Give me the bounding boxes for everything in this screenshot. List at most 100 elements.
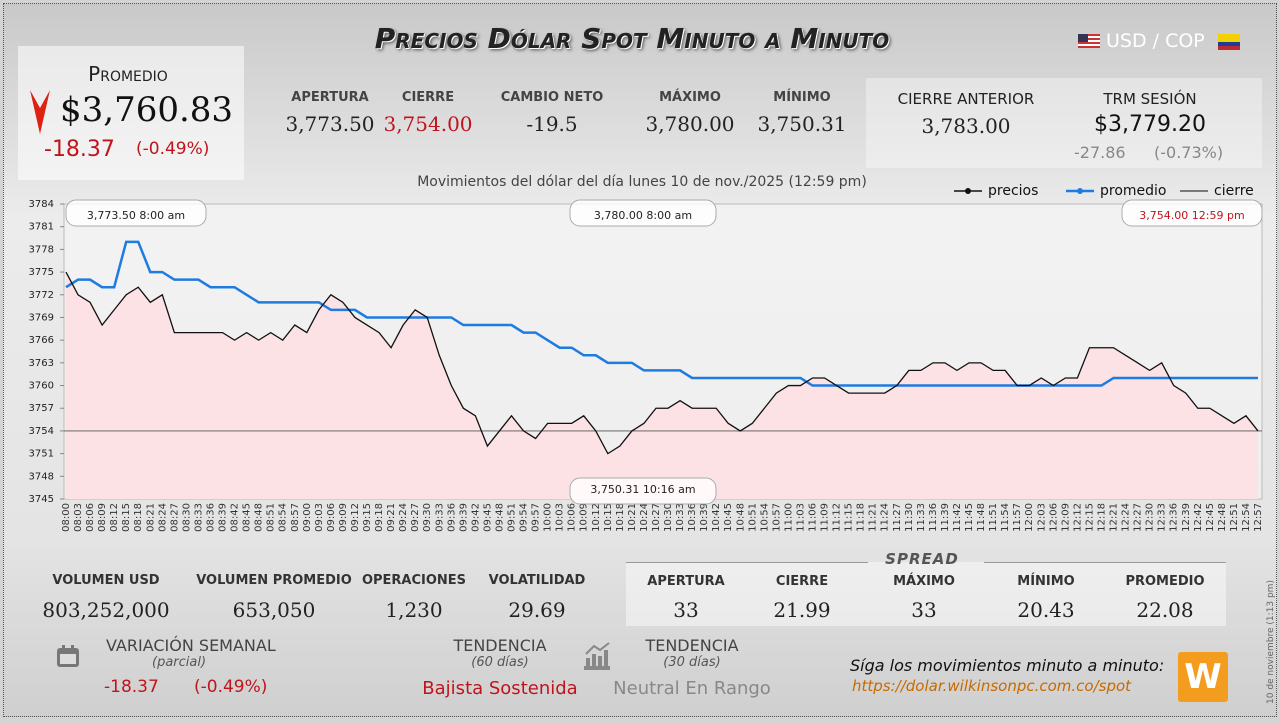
x-tick-label: 08:36 xyxy=(205,503,216,532)
x-tick-label: 09:51 xyxy=(506,503,517,532)
x-tick-label: 10:21 xyxy=(627,503,638,532)
x-tick-label: 10:33 xyxy=(675,503,686,532)
annotation-box xyxy=(65,199,207,227)
prev-value: 3,783.00 xyxy=(921,114,1010,138)
spread-label: CIERRE xyxy=(775,574,829,589)
follow-url[interactable]: https://dolar.wilkinsonpc.com.co/spot xyxy=(852,677,1132,695)
x-tick-label: 08:30 xyxy=(181,503,192,532)
x-tick-label: 12:15 xyxy=(1084,503,1095,532)
x-tick-label: 10:09 xyxy=(579,503,590,532)
promedio-percent: (-0.49%) xyxy=(136,139,210,159)
x-tick-label: 10:15 xyxy=(603,503,614,532)
prev-label: CIERRE ANTERIOR xyxy=(897,90,1035,108)
x-tick-label: 09:09 xyxy=(338,503,349,532)
prev-box xyxy=(866,78,1262,168)
x-tick-label: 08:54 xyxy=(278,503,289,532)
logo[interactable]: W xyxy=(1178,652,1228,702)
x-tick-label: 11:09 xyxy=(820,503,831,532)
stat-label: CIERRE xyxy=(401,90,455,105)
x-tick-label: 11:45 xyxy=(964,503,975,532)
y-tick-label: 3775 xyxy=(29,267,54,278)
stat-value: 3,773.50 xyxy=(285,112,375,136)
dashboard: Precios Dólar Spot Minuto a Minuto USD /… xyxy=(3,3,1277,717)
x-tick-label: 10:42 xyxy=(711,503,722,532)
price-area xyxy=(66,272,1258,499)
trend-note: (30 días) xyxy=(663,655,721,670)
x-tick-label: 08:15 xyxy=(121,503,132,532)
volume-value: 29.69 xyxy=(508,598,566,622)
x-tick-label: 08:48 xyxy=(254,503,265,532)
y-tick-label: 3748 xyxy=(29,471,54,482)
x-tick-label: 12:27 xyxy=(1133,503,1144,532)
x-tick-label: 09:42 xyxy=(470,503,481,532)
volume-value: 803,252,000 xyxy=(42,598,170,622)
annotation: 3,754.00 12:59 pm xyxy=(1139,209,1244,222)
y-tick-label: 3784 xyxy=(29,199,54,210)
trend-label: TENDENCIA xyxy=(645,636,739,655)
x-tick-label: 10:39 xyxy=(699,503,710,532)
trm-change: -27.86 xyxy=(1074,143,1126,162)
x-tick-label: 10:00 xyxy=(543,503,554,532)
x-tick-label: 12:30 xyxy=(1145,503,1156,532)
x-tick-label: 10:54 xyxy=(759,503,770,532)
x-tick-label: 09:06 xyxy=(326,503,337,532)
x-tick-label: 09:03 xyxy=(314,503,325,532)
x-tick-label: 12:42 xyxy=(1193,503,1204,532)
x-tick-label: 09:39 xyxy=(458,503,469,532)
y-tick-label: 3763 xyxy=(29,358,54,369)
title: Precios Dólar Spot Minuto a Minuto xyxy=(374,22,890,55)
x-tick-label: 11:30 xyxy=(904,503,915,532)
annotation: 3,773.50 8:00 am xyxy=(87,209,185,222)
weekly-label: VARIACIÓN SEMANAL xyxy=(106,636,276,655)
x-tick-label: 10:45 xyxy=(723,503,734,532)
x-tick-label: 10:24 xyxy=(639,503,650,532)
x-tick-label: 08:00 xyxy=(61,503,72,532)
x-tick-label: 12:12 xyxy=(1072,503,1083,532)
x-tick-label: 12:39 xyxy=(1181,503,1192,532)
spread-value: 21.99 xyxy=(773,598,831,622)
spread-rule xyxy=(626,562,868,563)
spread-value: 20.43 xyxy=(1017,598,1075,622)
x-tick-label: 11:03 xyxy=(795,503,806,532)
x-tick-label: 11:12 xyxy=(832,503,843,532)
annotation-box xyxy=(1121,199,1263,227)
x-tick-label: 12:00 xyxy=(1024,503,1035,532)
x-tick-label: 10:18 xyxy=(615,503,626,532)
spread-rule xyxy=(984,562,1226,563)
annotation-box xyxy=(569,199,717,227)
x-tick-label: 12:06 xyxy=(1048,503,1059,532)
down-arrow xyxy=(30,90,50,134)
trend-value: Neutral En Rango xyxy=(613,678,771,699)
x-tick-label: 10:30 xyxy=(663,503,674,532)
trm-value: $3,779.20 xyxy=(1094,112,1206,137)
x-tick-label: 09:57 xyxy=(531,503,542,532)
x-tick-label: 12:54 xyxy=(1241,503,1252,532)
legend-dot xyxy=(1077,188,1083,194)
x-tick-label: 11:21 xyxy=(868,503,879,532)
x-tick-label: 09:21 xyxy=(386,503,397,532)
x-tick-label: 11:27 xyxy=(892,503,903,532)
x-tick-label: 10:27 xyxy=(651,503,662,532)
x-tick-label: 11:24 xyxy=(880,503,891,532)
follow-text: Síga los movimientos minuto a minuto: xyxy=(850,656,1165,675)
volume-value: 1,230 xyxy=(385,598,443,622)
y-tick-label: 3778 xyxy=(29,244,54,255)
x-tick-label: 11:00 xyxy=(783,503,794,532)
x-tick-label: 12:03 xyxy=(1036,503,1047,532)
x-tick-label: 09:12 xyxy=(350,503,361,532)
spread-box xyxy=(626,562,1226,626)
stat-label: CAMBIO NETO xyxy=(500,90,604,105)
x-tick-label: 09:33 xyxy=(434,503,445,532)
x-tick-label: 11:33 xyxy=(916,503,927,532)
promedio-price: $3,760.83 xyxy=(60,90,234,130)
trend-note: (60 días) xyxy=(471,655,529,670)
x-tick-label: 08:09 xyxy=(97,503,108,532)
legend-label: promedio xyxy=(1100,183,1167,199)
x-tick-label: 11:36 xyxy=(928,503,939,532)
x-tick-label: 08:45 xyxy=(242,503,253,532)
trm-label: TRM SESIÓN xyxy=(1103,90,1197,108)
y-tick-label: 3751 xyxy=(29,449,54,460)
x-tick-label: 10:57 xyxy=(771,503,782,532)
annotation: 3,780.00 8:00 am xyxy=(594,209,692,222)
x-tick-label: 12:18 xyxy=(1096,503,1107,532)
